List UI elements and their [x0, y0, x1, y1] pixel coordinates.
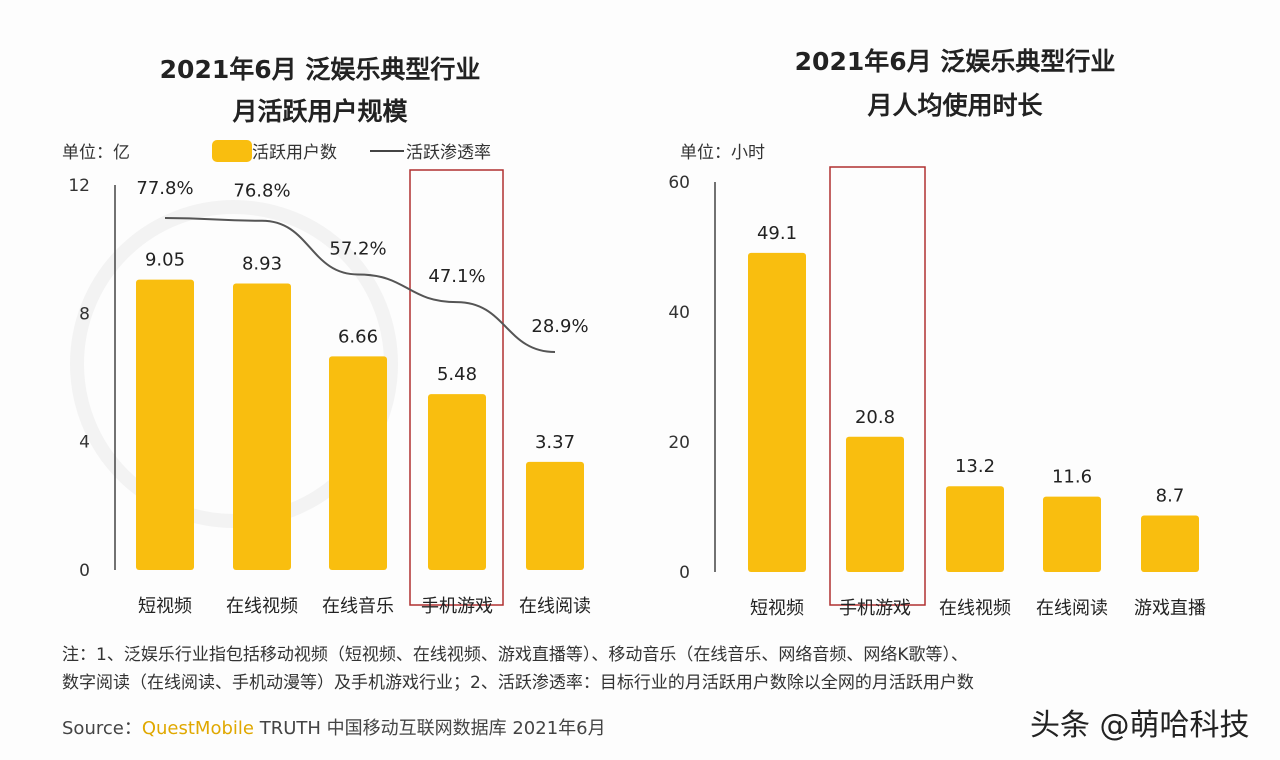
- x-category-label: 短视频: [750, 598, 804, 619]
- legend-bar-swatch: [212, 140, 252, 162]
- credit-watermark: 头条 @萌哈科技: [1030, 708, 1250, 743]
- right-chart-title: 2021年6月 泛娱乐典型行业: [794, 47, 1116, 76]
- note-line-2: 数字阅读（在线阅读、手机动漫等）及手机游戏行业；2、活跃渗透率：目标行业的月活跃…: [62, 673, 974, 693]
- penetration-line: [164, 217, 556, 353]
- bar-value-label: 5.48: [437, 364, 477, 385]
- bar: [946, 486, 1004, 572]
- bar: [526, 461, 584, 570]
- y-tick-label: 40: [668, 303, 690, 323]
- x-category-label: 手机游戏: [839, 598, 911, 619]
- line-value-label: 47.1%: [428, 266, 485, 287]
- bar: [329, 356, 387, 570]
- legend-line-label: 活跃渗透率: [406, 143, 491, 163]
- y-tick-label: 4: [79, 433, 90, 453]
- y-tick-label: 8: [79, 304, 90, 324]
- x-category-label: 在线视频: [226, 596, 298, 617]
- y-tick-label: 0: [679, 563, 690, 583]
- x-category-label: 游戏直播: [1134, 598, 1206, 619]
- line-value-label: 77.8%: [136, 178, 193, 199]
- x-category-label: 在线音乐: [322, 596, 394, 617]
- note-line-1: 注：1、泛娱乐行业指包括移动视频（短视频、在线视频、游戏直播等）、移动音乐（在线…: [62, 645, 968, 665]
- bar-value-label: 8.93: [242, 253, 282, 274]
- bar-value-label: 20.8: [855, 407, 895, 428]
- bar: [233, 283, 291, 570]
- legend-line-swatch: [370, 150, 404, 152]
- source-brand: QuestMobile: [141, 718, 254, 739]
- line-value-label: 76.8%: [233, 181, 290, 202]
- bar-value-label: 6.66: [338, 326, 378, 347]
- highlight-box: [829, 166, 926, 606]
- source-rest: TRUTH 中国移动互联网数据库 2021年6月: [259, 718, 606, 739]
- x-category-label: 在线阅读: [519, 596, 591, 617]
- line-value-label: 57.2%: [329, 238, 386, 259]
- y-tick-label: 0: [79, 561, 90, 581]
- left-chart-subtitle: 月活跃用户规模: [232, 97, 408, 126]
- y-tick-label: 60: [668, 173, 690, 193]
- y-tick-label: 12: [68, 176, 90, 196]
- left-chart-title: 2021年6月 泛娱乐典型行业: [159, 55, 481, 84]
- bar: [748, 252, 806, 572]
- bar: [428, 394, 486, 570]
- bar: [1141, 515, 1199, 572]
- legend-bar-label: 活跃用户数: [252, 143, 337, 163]
- right-chart-subtitle: 月人均使用时长: [867, 91, 1043, 120]
- source: Source：QuestMobile TRUTH 中国移动互联网数据库 2021…: [62, 714, 606, 740]
- y-tick-label: 20: [668, 433, 690, 453]
- right-unit-label: 单位：小时: [680, 143, 765, 163]
- bar-value-label: 9.05: [145, 250, 185, 271]
- line-value-label: 28.9%: [531, 316, 588, 337]
- x-category-label: 短视频: [138, 596, 192, 617]
- bar-value-label: 11.6: [1052, 467, 1092, 488]
- bar-value-label: 49.1: [757, 223, 797, 244]
- source-label: Source：: [62, 718, 142, 739]
- bar-value-label: 13.2: [955, 456, 995, 477]
- x-category-label: 在线视频: [939, 598, 1011, 619]
- bar-value-label: 3.37: [535, 432, 575, 453]
- x-category-label: 在线阅读: [1036, 598, 1108, 619]
- bar: [136, 279, 194, 570]
- bar: [1043, 496, 1101, 572]
- x-category-label: 手机游戏: [421, 596, 493, 617]
- left-unit-label: 单位：亿: [62, 143, 130, 163]
- highlight-box: [409, 169, 504, 606]
- bar-value-label: 8.7: [1156, 485, 1185, 506]
- bar: [846, 436, 904, 572]
